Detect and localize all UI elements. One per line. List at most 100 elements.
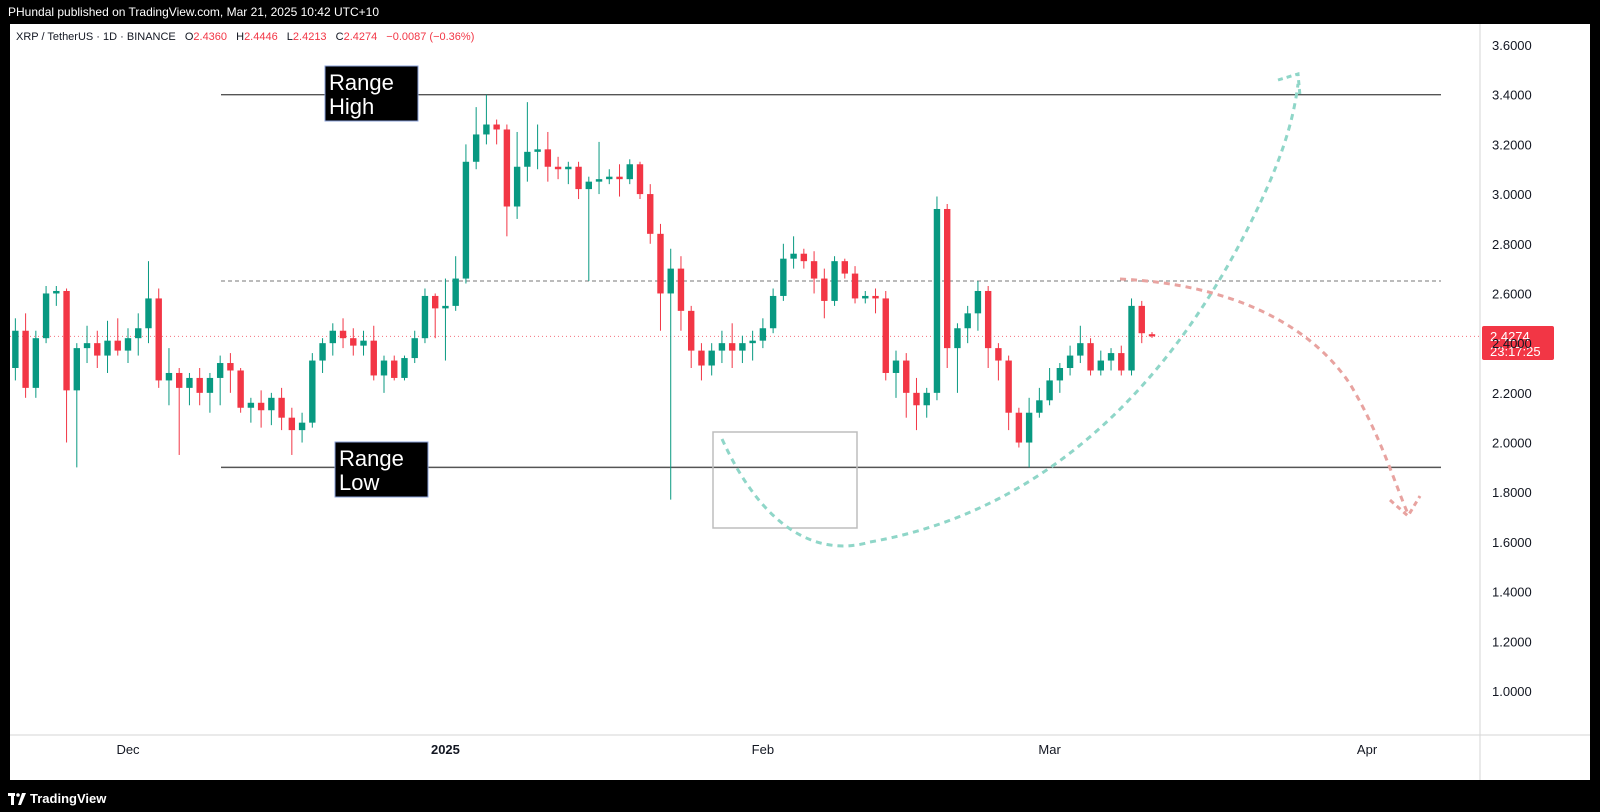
price-tick-label: 3.2000 (1492, 137, 1532, 152)
wick-highlight-box[interactable] (712, 431, 858, 529)
candle (933, 196, 941, 401)
price-tag-price: 2.4274 (1490, 329, 1530, 344)
candle-body (135, 328, 142, 339)
candle (421, 288, 429, 344)
candle (626, 159, 633, 185)
candle (53, 286, 60, 306)
price-tick-label: 1.8000 (1492, 485, 1532, 500)
candle-body (237, 370, 244, 408)
candle-body (227, 363, 234, 371)
candle-body (247, 402, 255, 408)
candle-body (524, 151, 531, 167)
candle (186, 372, 193, 406)
candle-body (575, 166, 582, 190)
candle-body (145, 298, 152, 329)
candle (196, 368, 203, 406)
candle-body (606, 176, 613, 180)
time-tick-label: Apr (1357, 742, 1378, 757)
candle-body (22, 330, 29, 388)
candle (42, 286, 50, 344)
candle-body (821, 278, 828, 301)
candle-body (104, 340, 111, 356)
candle (974, 281, 982, 331)
candle-body (391, 360, 398, 378)
candle (984, 286, 992, 368)
candle-body (862, 295, 869, 299)
candle (1087, 338, 1094, 376)
legend-c-value: 2.4274 (344, 31, 378, 43)
publish-info: PHundal published on TradingView.com, Ma… (8, 5, 380, 19)
candle (524, 102, 531, 182)
candle-body (94, 343, 101, 356)
candle (503, 124, 511, 237)
candle (237, 368, 244, 413)
candle (206, 372, 214, 413)
candle (534, 124, 541, 170)
candle-body (544, 149, 552, 167)
tradingview-logo-icon (8, 793, 26, 805)
price-tick-label: 2.4000 (1492, 336, 1532, 351)
red-projection-path[interactable] (1119, 277, 1410, 515)
price-tick-label: 1.2000 (1492, 634, 1532, 649)
candle (800, 248, 808, 269)
candle (391, 355, 398, 381)
candle-body (1015, 412, 1023, 443)
candle (995, 343, 1002, 381)
candle (1066, 345, 1074, 376)
teal-arrow-head (1277, 72, 1302, 97)
candle (739, 335, 746, 364)
range-low-label[interactable]: Range Low (334, 441, 429, 498)
range-high-label[interactable]: Range High (324, 65, 419, 122)
candle (298, 412, 306, 443)
candle-body (1118, 353, 1125, 371)
candle-body (176, 372, 183, 388)
candle (401, 355, 408, 381)
candle-body (913, 392, 920, 406)
chart-canvas[interactable]: Range High Range Low XRP / TetherUS · 1D… (10, 24, 1590, 780)
candle (1025, 397, 1033, 468)
candle (1077, 325, 1084, 364)
candle (1138, 300, 1145, 344)
candle (268, 392, 275, 426)
candle-body (186, 377, 193, 388)
candle-body (769, 295, 777, 329)
candle (862, 290, 869, 304)
price-tick-label: 3.0000 (1492, 187, 1532, 202)
last-price-tag: 2.4274 23:17:25 (1482, 326, 1554, 360)
candle-body (32, 338, 40, 388)
candle (544, 131, 552, 182)
candle (165, 348, 173, 406)
candle (585, 176, 592, 282)
candle (73, 343, 80, 468)
candle-body (1107, 353, 1115, 361)
candle-body (718, 343, 726, 351)
candle (63, 288, 70, 443)
candle (565, 161, 572, 185)
candle-body (442, 305, 449, 309)
candle (432, 293, 439, 339)
candle-body (53, 290, 60, 294)
publish-header: PHundal published on TradingView.com, Ma… (0, 0, 1600, 24)
teal-projection-path[interactable] (720, 83, 1300, 548)
candle-body (513, 166, 521, 207)
candle-body (626, 164, 633, 180)
candle (892, 350, 900, 398)
candle (718, 330, 726, 364)
candle-body (1097, 360, 1104, 371)
candle (923, 387, 930, 418)
candle-body (749, 340, 756, 344)
legend-l-label: L (287, 31, 293, 43)
candle (851, 266, 859, 304)
candle-body (155, 298, 162, 381)
candle-body (1025, 412, 1033, 443)
candle-body (944, 208, 951, 349)
candle-body (903, 360, 910, 393)
candle (329, 323, 336, 356)
candle-body (728, 343, 736, 351)
candle (954, 323, 961, 393)
candle (350, 328, 357, 356)
candle-body (73, 348, 80, 391)
candle (513, 131, 521, 219)
chart-panel[interactable]: Range High Range Low XRP / TetherUS · 1D… (10, 24, 1590, 780)
candle-body (810, 261, 818, 279)
